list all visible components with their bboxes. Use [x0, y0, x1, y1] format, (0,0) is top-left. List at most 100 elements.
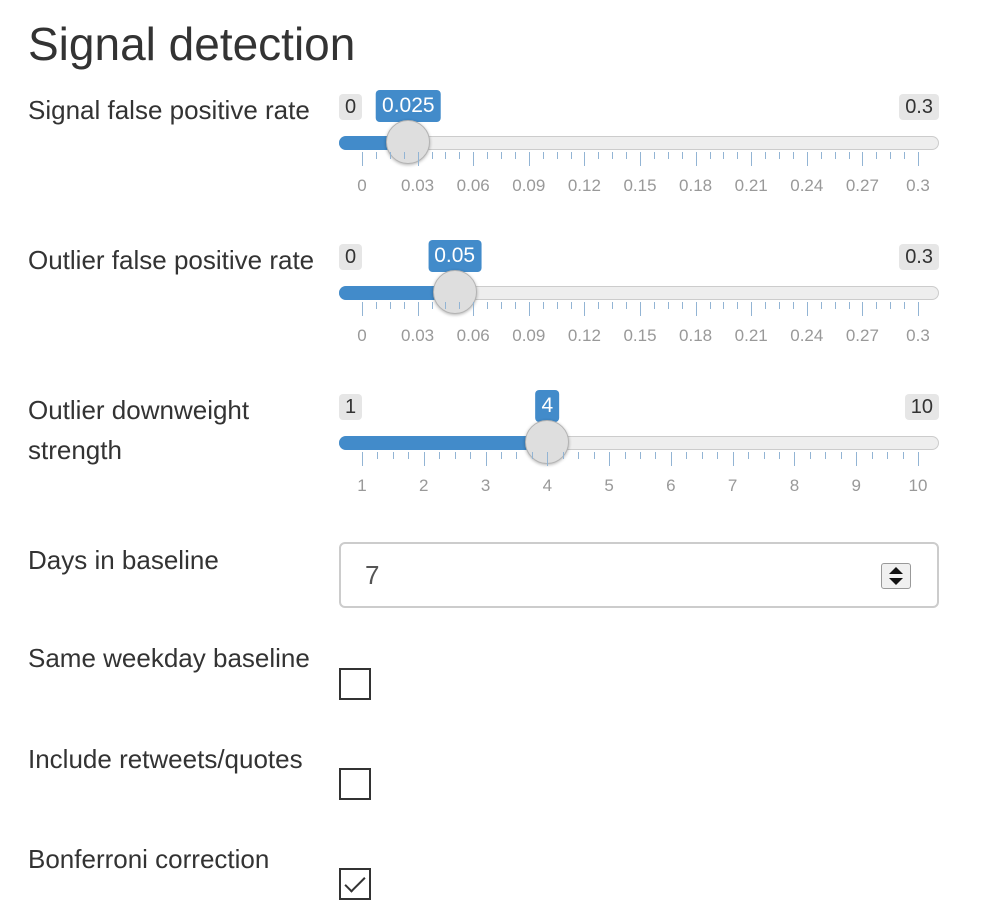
slider-major-tick: [417, 302, 419, 316]
slider-major-tick: [806, 302, 808, 316]
slider-major-tick: [918, 302, 919, 316]
page-title: Signal detection: [28, 18, 356, 70]
slider-minor-tick: [624, 452, 626, 459]
slider-minor-tick: [403, 152, 405, 159]
slider-minor-tick: [653, 302, 655, 309]
slider-minor-tick: [904, 152, 906, 159]
slider-tick-label: 0.3: [906, 176, 930, 195]
slider-minor-tick: [562, 452, 564, 459]
slider-major-tick: [918, 152, 919, 166]
slider-tick-label: 0.24: [790, 176, 824, 195]
slider-fill: [339, 436, 548, 450]
slider-major-tick: [640, 152, 641, 166]
slider-max-label: 0.3: [899, 244, 939, 270]
slider-tick-label: 0.15: [623, 176, 657, 195]
slider-minor-tick: [375, 302, 377, 309]
spinner-up-icon[interactable]: [889, 567, 903, 574]
slider-minor-tick: [723, 152, 725, 159]
same-weekday-checkbox[interactable]: [339, 668, 371, 700]
slider-minor-tick: [667, 152, 669, 159]
slider-minor-tick: [598, 302, 600, 309]
slider-major-tick: [695, 152, 697, 166]
slider-major-tick: [640, 302, 641, 316]
signal-fpr-label: Signal false positive rate: [28, 95, 310, 125]
slider-minor-tick: [556, 152, 558, 159]
slider-tick-label: 7: [727, 476, 738, 495]
slider-minor-tick: [902, 452, 904, 459]
slider-minor-tick: [626, 302, 628, 309]
slider-major-tick: [584, 302, 586, 316]
spinner-down-icon[interactable]: [889, 578, 903, 585]
slider-major-tick: [794, 452, 796, 466]
slider-tick-label: 0.24: [790, 326, 824, 345]
days-baseline-input[interactable]: 7: [339, 542, 939, 608]
slider-minor-tick: [701, 452, 703, 459]
slider-minor-tick: [848, 152, 850, 159]
slider-minor-tick: [487, 302, 489, 309]
slider-handle[interactable]: [386, 120, 431, 164]
slider-minor-tick: [377, 452, 379, 459]
slider-minor-tick: [459, 302, 461, 309]
slider-major-tick: [609, 452, 611, 466]
slider-tick-label: 0.21: [734, 326, 768, 345]
outlier-downweight-slider[interactable]: 1 10 4 1 2 3 4 5 6 7 8 9 10: [339, 390, 939, 514]
slider-minor-tick: [542, 302, 544, 309]
signal-fpr-slider[interactable]: 0 0.3 0.025 0 0.03 0.06 0.09 0.12 0.15 0.18 0.2…: [339, 90, 939, 214]
slider-minor-tick: [667, 302, 669, 309]
slider-minor-tick: [445, 152, 447, 159]
slider-major-tick: [528, 302, 530, 316]
slider-minor-tick: [454, 452, 456, 459]
spinner-control[interactable]: [881, 563, 911, 589]
slider-minor-tick: [516, 452, 518, 459]
slider-tick-label: 10: [908, 476, 928, 495]
slider-minor-tick: [681, 302, 683, 309]
slider-major-tick: [670, 452, 672, 466]
slider-tick-label: 0.03: [401, 176, 435, 195]
slider-minor-tick: [765, 152, 767, 159]
slider-minor-tick: [779, 152, 780, 159]
slider-major-tick: [417, 152, 419, 166]
slider-tick-label: 0.12: [567, 176, 601, 195]
slider-minor-tick: [612, 302, 614, 309]
include-retweets-label: Include retweets/quotes: [28, 744, 303, 774]
slider-minor-tick: [459, 152, 461, 159]
slider-major-tick: [862, 152, 864, 166]
slider-major-tick: [362, 452, 363, 466]
slider-minor-tick: [487, 152, 489, 159]
slider-minor-tick: [834, 302, 836, 309]
slider-minor-tick: [709, 302, 711, 309]
outlier-fpr-slider[interactable]: 0 0.3 0.05 0 0.03 0.06 0.09 0.12 0.15 0.18 0.21…: [339, 240, 939, 364]
slider-tick-label: 5: [604, 476, 614, 495]
slider-tick-label: 0.18: [679, 326, 713, 345]
slider-tick-label: 0.06: [456, 326, 490, 345]
slider-minor-tick: [876, 152, 878, 159]
slider-major-tick: [473, 302, 475, 316]
slider-major-tick: [806, 152, 808, 166]
slider-minor-tick: [640, 452, 641, 459]
include-retweets-checkbox[interactable]: [339, 768, 371, 800]
slider-tick-label: 6: [666, 476, 676, 495]
slider-handle[interactable]: [432, 270, 477, 314]
checkmark-icon: [344, 871, 366, 893]
slider-minor-tick: [389, 152, 391, 159]
bonferroni-checkbox[interactable]: [339, 868, 371, 900]
slider-tick-label: 0.15: [623, 326, 657, 345]
slider-minor-tick: [876, 302, 878, 309]
slider-value-label: 0.025: [376, 90, 441, 122]
slider-minor-tick: [717, 452, 719, 459]
slider-minor-tick: [871, 452, 873, 459]
slider-minor-tick: [840, 452, 842, 459]
slider-minor-tick: [514, 152, 516, 159]
slider-minor-tick: [820, 302, 822, 309]
slider-minor-tick: [501, 152, 502, 159]
slider-major-tick: [362, 152, 363, 166]
slider-minor-tick: [431, 302, 433, 309]
slider-tick-label: 2: [419, 476, 429, 495]
slider-major-tick: [473, 152, 475, 166]
slider-minor-tick: [612, 152, 614, 159]
slider-minor-tick: [570, 152, 572, 159]
slider-minor-tick: [748, 452, 750, 459]
slider-tick-label: 3: [480, 476, 491, 495]
slider-major-tick: [547, 452, 549, 466]
slider-minor-tick: [737, 152, 739, 159]
